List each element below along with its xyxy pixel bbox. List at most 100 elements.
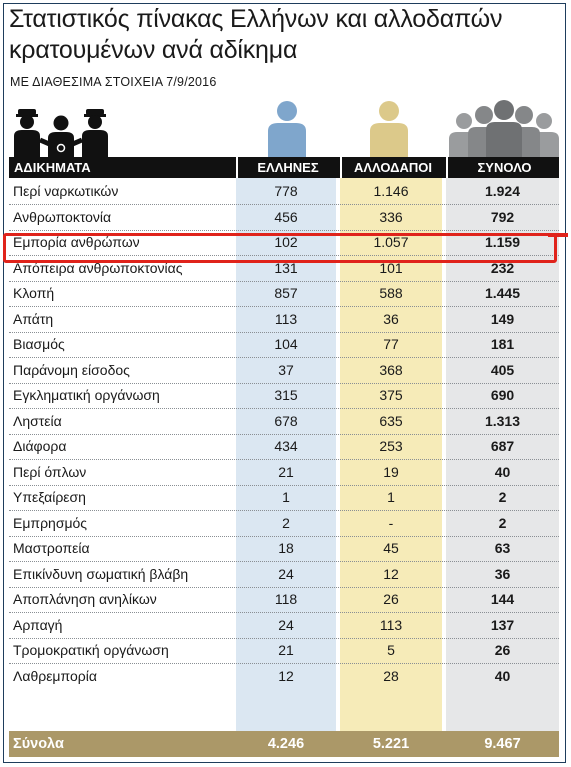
cell-total: 405 bbox=[490, 361, 515, 378]
cell-greeks: 104 bbox=[274, 336, 298, 352]
person-blue-icon bbox=[268, 101, 306, 157]
row-divider bbox=[9, 229, 559, 231]
cell-foreigners: 113 bbox=[379, 616, 403, 633]
row-divider bbox=[9, 561, 559, 562]
cell-foreigners: 5 bbox=[387, 642, 395, 658]
cell-greeks: 118 bbox=[274, 591, 298, 607]
row-divider bbox=[9, 306, 559, 307]
row-divider bbox=[9, 663, 559, 664]
row-label: Απόπειρα ανθρωποκτονίας bbox=[13, 259, 183, 276]
row-label: Αρπαγή bbox=[13, 616, 63, 633]
row-label: Βιασμός bbox=[13, 336, 65, 352]
cell-total: 2 bbox=[498, 514, 507, 531]
highlight-box bbox=[3, 233, 557, 263]
row-divider bbox=[9, 331, 559, 333]
cell-total: 2 bbox=[498, 489, 507, 505]
cell-greeks: 131 bbox=[274, 259, 298, 276]
row-label: Περί ναρκωτικών bbox=[13, 183, 119, 199]
cell-foreigners: 588 bbox=[379, 285, 403, 301]
row-divider bbox=[9, 357, 559, 358]
totals-label: Σύνολα bbox=[13, 736, 64, 752]
cell-total: 1.313 bbox=[484, 412, 521, 429]
cell-greeks: 678 bbox=[274, 412, 298, 429]
row-label: Μαστροπεία bbox=[13, 540, 90, 556]
cell-greeks: 21 bbox=[278, 642, 294, 658]
group-grey-icon bbox=[449, 100, 559, 157]
cell-total: 63 bbox=[494, 540, 511, 556]
highlight-extension bbox=[548, 233, 568, 237]
row-divider bbox=[9, 408, 559, 409]
cell-foreigners: 1.146 bbox=[373, 183, 409, 199]
row-label: Κλοπή bbox=[13, 285, 55, 301]
row-label: Εμπορία ανθρώπων bbox=[13, 234, 140, 250]
row-label: Υπεξαίρεση bbox=[13, 489, 86, 505]
cell-greeks: 2 bbox=[282, 514, 290, 531]
cell-foreigners: 368 bbox=[379, 361, 403, 378]
cell-total: 40 bbox=[494, 667, 511, 684]
cell-foreigners: 1.057 bbox=[373, 234, 409, 250]
row-label: Εγκληματική οργάνωση bbox=[13, 387, 160, 403]
row-divider bbox=[9, 382, 559, 384]
cell-foreigners: 375 bbox=[379, 387, 403, 403]
row-label: Λαθρεμπορία bbox=[13, 667, 97, 684]
row-divider bbox=[9, 510, 559, 511]
header-total: ΣΥΝΟΛΟ bbox=[446, 157, 561, 178]
row-divider bbox=[9, 612, 559, 613]
greeks-column-bg bbox=[236, 178, 336, 731]
cell-total: 40 bbox=[494, 463, 511, 480]
cell-total: 792 bbox=[490, 208, 515, 225]
row-divider bbox=[9, 255, 559, 256]
foreigners-column-bg bbox=[340, 178, 442, 731]
cell-greeks: 113 bbox=[274, 310, 298, 327]
cell-greeks: 315 bbox=[274, 387, 298, 403]
cell-greeks: 1 bbox=[282, 489, 290, 505]
cell-total: 690 bbox=[490, 387, 515, 403]
cell-foreigners: 101 bbox=[379, 259, 403, 276]
row-label: Διάφορα bbox=[13, 438, 67, 454]
row-label: Παράνομη είσοδος bbox=[13, 361, 130, 378]
cell-foreigners: 19 bbox=[383, 463, 399, 480]
page-subtitle: ΜΕ ΔΙΑΘΕΣΙΜΑ ΣΤΟΙΧΕΙΑ 7/9/2016 bbox=[10, 75, 217, 89]
row-label: Ανθρωποκτονία bbox=[13, 208, 112, 225]
row-label: Αποπλάνηση ανηλίκων bbox=[13, 591, 157, 607]
row-divider bbox=[9, 535, 559, 537]
cell-total: 1.159 bbox=[484, 234, 521, 250]
cell-total: 149 bbox=[490, 310, 515, 327]
cell-greeks: 102 bbox=[274, 234, 298, 250]
cell-total: 232 bbox=[490, 259, 515, 276]
totals-row bbox=[9, 731, 559, 757]
cell-greeks: 778 bbox=[274, 183, 298, 199]
row-divider bbox=[9, 280, 559, 282]
cell-foreigners: 36 bbox=[383, 310, 399, 327]
cell-foreigners: 77 bbox=[383, 336, 399, 352]
totals-total: 9.467 bbox=[484, 736, 521, 752]
cell-foreigners: 28 bbox=[383, 667, 399, 684]
page-title: Στατιστικός πίνακας Ελλήνων και αλλοδαπώ… bbox=[9, 5, 503, 64]
cell-greeks: 24 bbox=[278, 616, 294, 633]
header-foreigners: ΑΛΛΟΔΑΠΟΙ bbox=[340, 157, 444, 178]
cell-total: 137 bbox=[490, 616, 515, 633]
total-column-bg bbox=[446, 178, 559, 731]
row-label: Τρομοκρατική οργάνωση bbox=[13, 642, 169, 658]
cell-total: 36 bbox=[494, 565, 511, 582]
prisoner-with-guards-icon bbox=[14, 109, 108, 158]
row-label: Ληστεία bbox=[13, 412, 62, 429]
person-gold-icon bbox=[370, 101, 408, 157]
cell-foreigners: - bbox=[388, 514, 394, 531]
row-divider bbox=[9, 204, 559, 205]
row-divider bbox=[9, 459, 559, 460]
cell-greeks: 456 bbox=[274, 208, 298, 225]
cell-total: 1.924 bbox=[484, 183, 521, 199]
cell-foreigners: 336 bbox=[379, 208, 403, 225]
cell-total: 1.445 bbox=[484, 285, 521, 301]
row-label: Απάτη bbox=[13, 310, 54, 327]
cell-greeks: 21 bbox=[278, 463, 294, 480]
cell-greeks: 18 bbox=[278, 540, 294, 556]
cell-total: 181 bbox=[490, 336, 515, 352]
cell-greeks: 434 bbox=[274, 438, 298, 454]
cell-foreigners: 1 bbox=[387, 489, 395, 505]
table-header bbox=[9, 157, 559, 178]
row-divider bbox=[9, 586, 559, 588]
row-label: Περί όπλων bbox=[13, 463, 87, 480]
row-divider bbox=[9, 433, 559, 435]
